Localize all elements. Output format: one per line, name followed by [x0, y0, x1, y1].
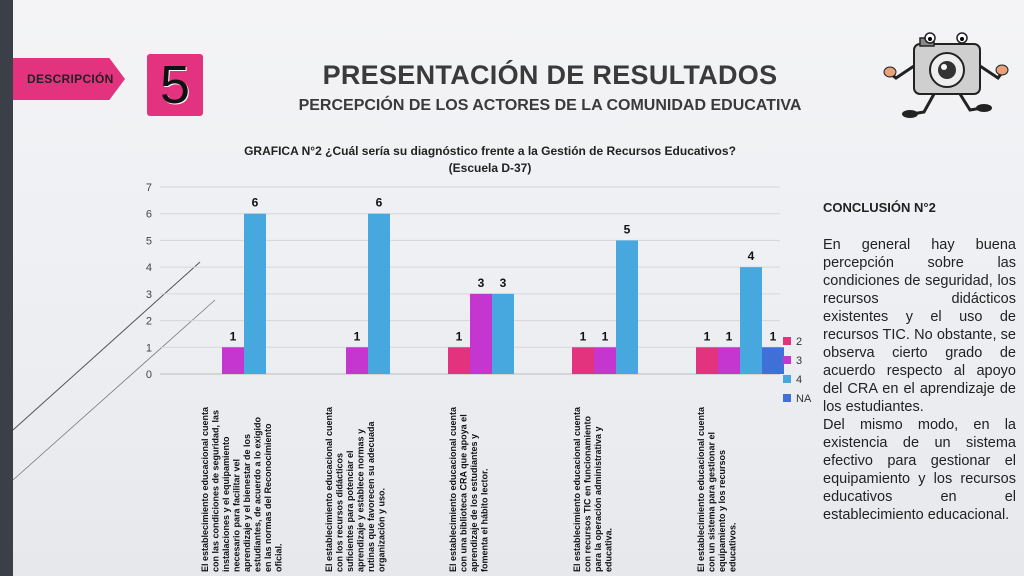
- conclusion-paragraph-1: En general hay buena percepción sobre la…: [823, 237, 1016, 415]
- y-tick-label: 4: [146, 262, 152, 274]
- y-tick-label: 1: [146, 342, 152, 354]
- category-label: El establecimiento educacional cuentacon…: [324, 406, 387, 572]
- data-label: 5: [624, 222, 631, 236]
- y-tick-label: 0: [146, 369, 152, 381]
- chart-title: GRAFICA N°2 ¿Cuál sería su diagnóstico f…: [170, 143, 810, 177]
- category-label: El establecimiento educacional cuentacon…: [572, 406, 614, 572]
- conclusion-heading: CONCLUSIÓN N°2: [823, 200, 936, 215]
- data-label: 1: [602, 329, 609, 343]
- bar-chart: 0 1 2 3 4 5 6 7 1 6 El establecimiento educacional…: [146, 182, 812, 572]
- data-label: 1: [726, 329, 733, 343]
- category-label: El establecimiento educacional cuentacon…: [696, 406, 738, 572]
- y-tick-label: 6: [146, 209, 152, 221]
- data-label: 3: [478, 276, 485, 290]
- legend-swatch: [783, 394, 791, 402]
- data-label: 1: [704, 329, 711, 343]
- page-title: PRESENTACIÓN DE RESULTADOS: [322, 60, 778, 90]
- chart-title-line1: GRAFICA N°2 ¿Cuál sería su diagnóstico f…: [244, 144, 736, 158]
- data-label: 4: [748, 249, 755, 263]
- legend-label: 2: [796, 336, 802, 348]
- bar-3: [594, 347, 616, 374]
- bar-3: [718, 347, 740, 374]
- decorative-lines: [12, 261, 216, 481]
- bar-4: [616, 240, 638, 374]
- y-tick-label: 2: [146, 316, 152, 328]
- bar-2: [448, 347, 470, 374]
- data-label: 6: [252, 196, 259, 210]
- bar-2: [696, 347, 718, 374]
- conclusion-body: En general hay buena percepción sobre la…: [823, 236, 1016, 524]
- legend-swatch: [783, 337, 791, 345]
- left-side-bar: [0, 0, 13, 576]
- bar-3: [470, 293, 492, 374]
- y-tick-label: 3: [146, 289, 152, 301]
- bar-4: [740, 267, 762, 374]
- legend-label: 3: [796, 355, 802, 367]
- y-tick-label: 5: [146, 235, 152, 247]
- chart-title-line2: (Escuela D-37): [448, 161, 532, 175]
- data-label: 3: [500, 276, 507, 290]
- conclusion-paragraph-2: Del mismo modo, en la existencia de un s…: [823, 417, 1016, 523]
- bar-4: [492, 293, 514, 374]
- data-label: 1: [456, 329, 463, 343]
- page-subtitle: PERCEPCIÓN DE LOS ACTORES DE LA COMUNIDA…: [298, 97, 802, 114]
- camera-mascot-icon: [883, 32, 1009, 118]
- legend-label: NA: [796, 393, 812, 405]
- legend-label: 4: [796, 374, 802, 386]
- bar-4: [244, 213, 266, 374]
- data-label: 1: [770, 329, 777, 343]
- data-label: 6: [376, 196, 383, 210]
- description-tag: DESCRIPCIÓN: [13, 58, 125, 100]
- bar-2: [572, 347, 594, 374]
- category-label: El establecimiento educacional cuentacon…: [200, 406, 284, 572]
- section-number-badge: 5: [147, 54, 203, 116]
- bar-4: [368, 213, 390, 374]
- bar-3: [346, 347, 368, 374]
- y-tick-label: 7: [146, 182, 152, 194]
- bar-3: [222, 347, 244, 374]
- category-label: El establecimiento educacional cuentacon…: [448, 406, 490, 572]
- data-label: 1: [230, 329, 237, 343]
- legend-swatch: [783, 375, 791, 383]
- legend-swatch: [783, 356, 791, 364]
- bar-na: [762, 347, 784, 374]
- data-label: 1: [354, 329, 361, 343]
- data-label: 1: [580, 329, 587, 343]
